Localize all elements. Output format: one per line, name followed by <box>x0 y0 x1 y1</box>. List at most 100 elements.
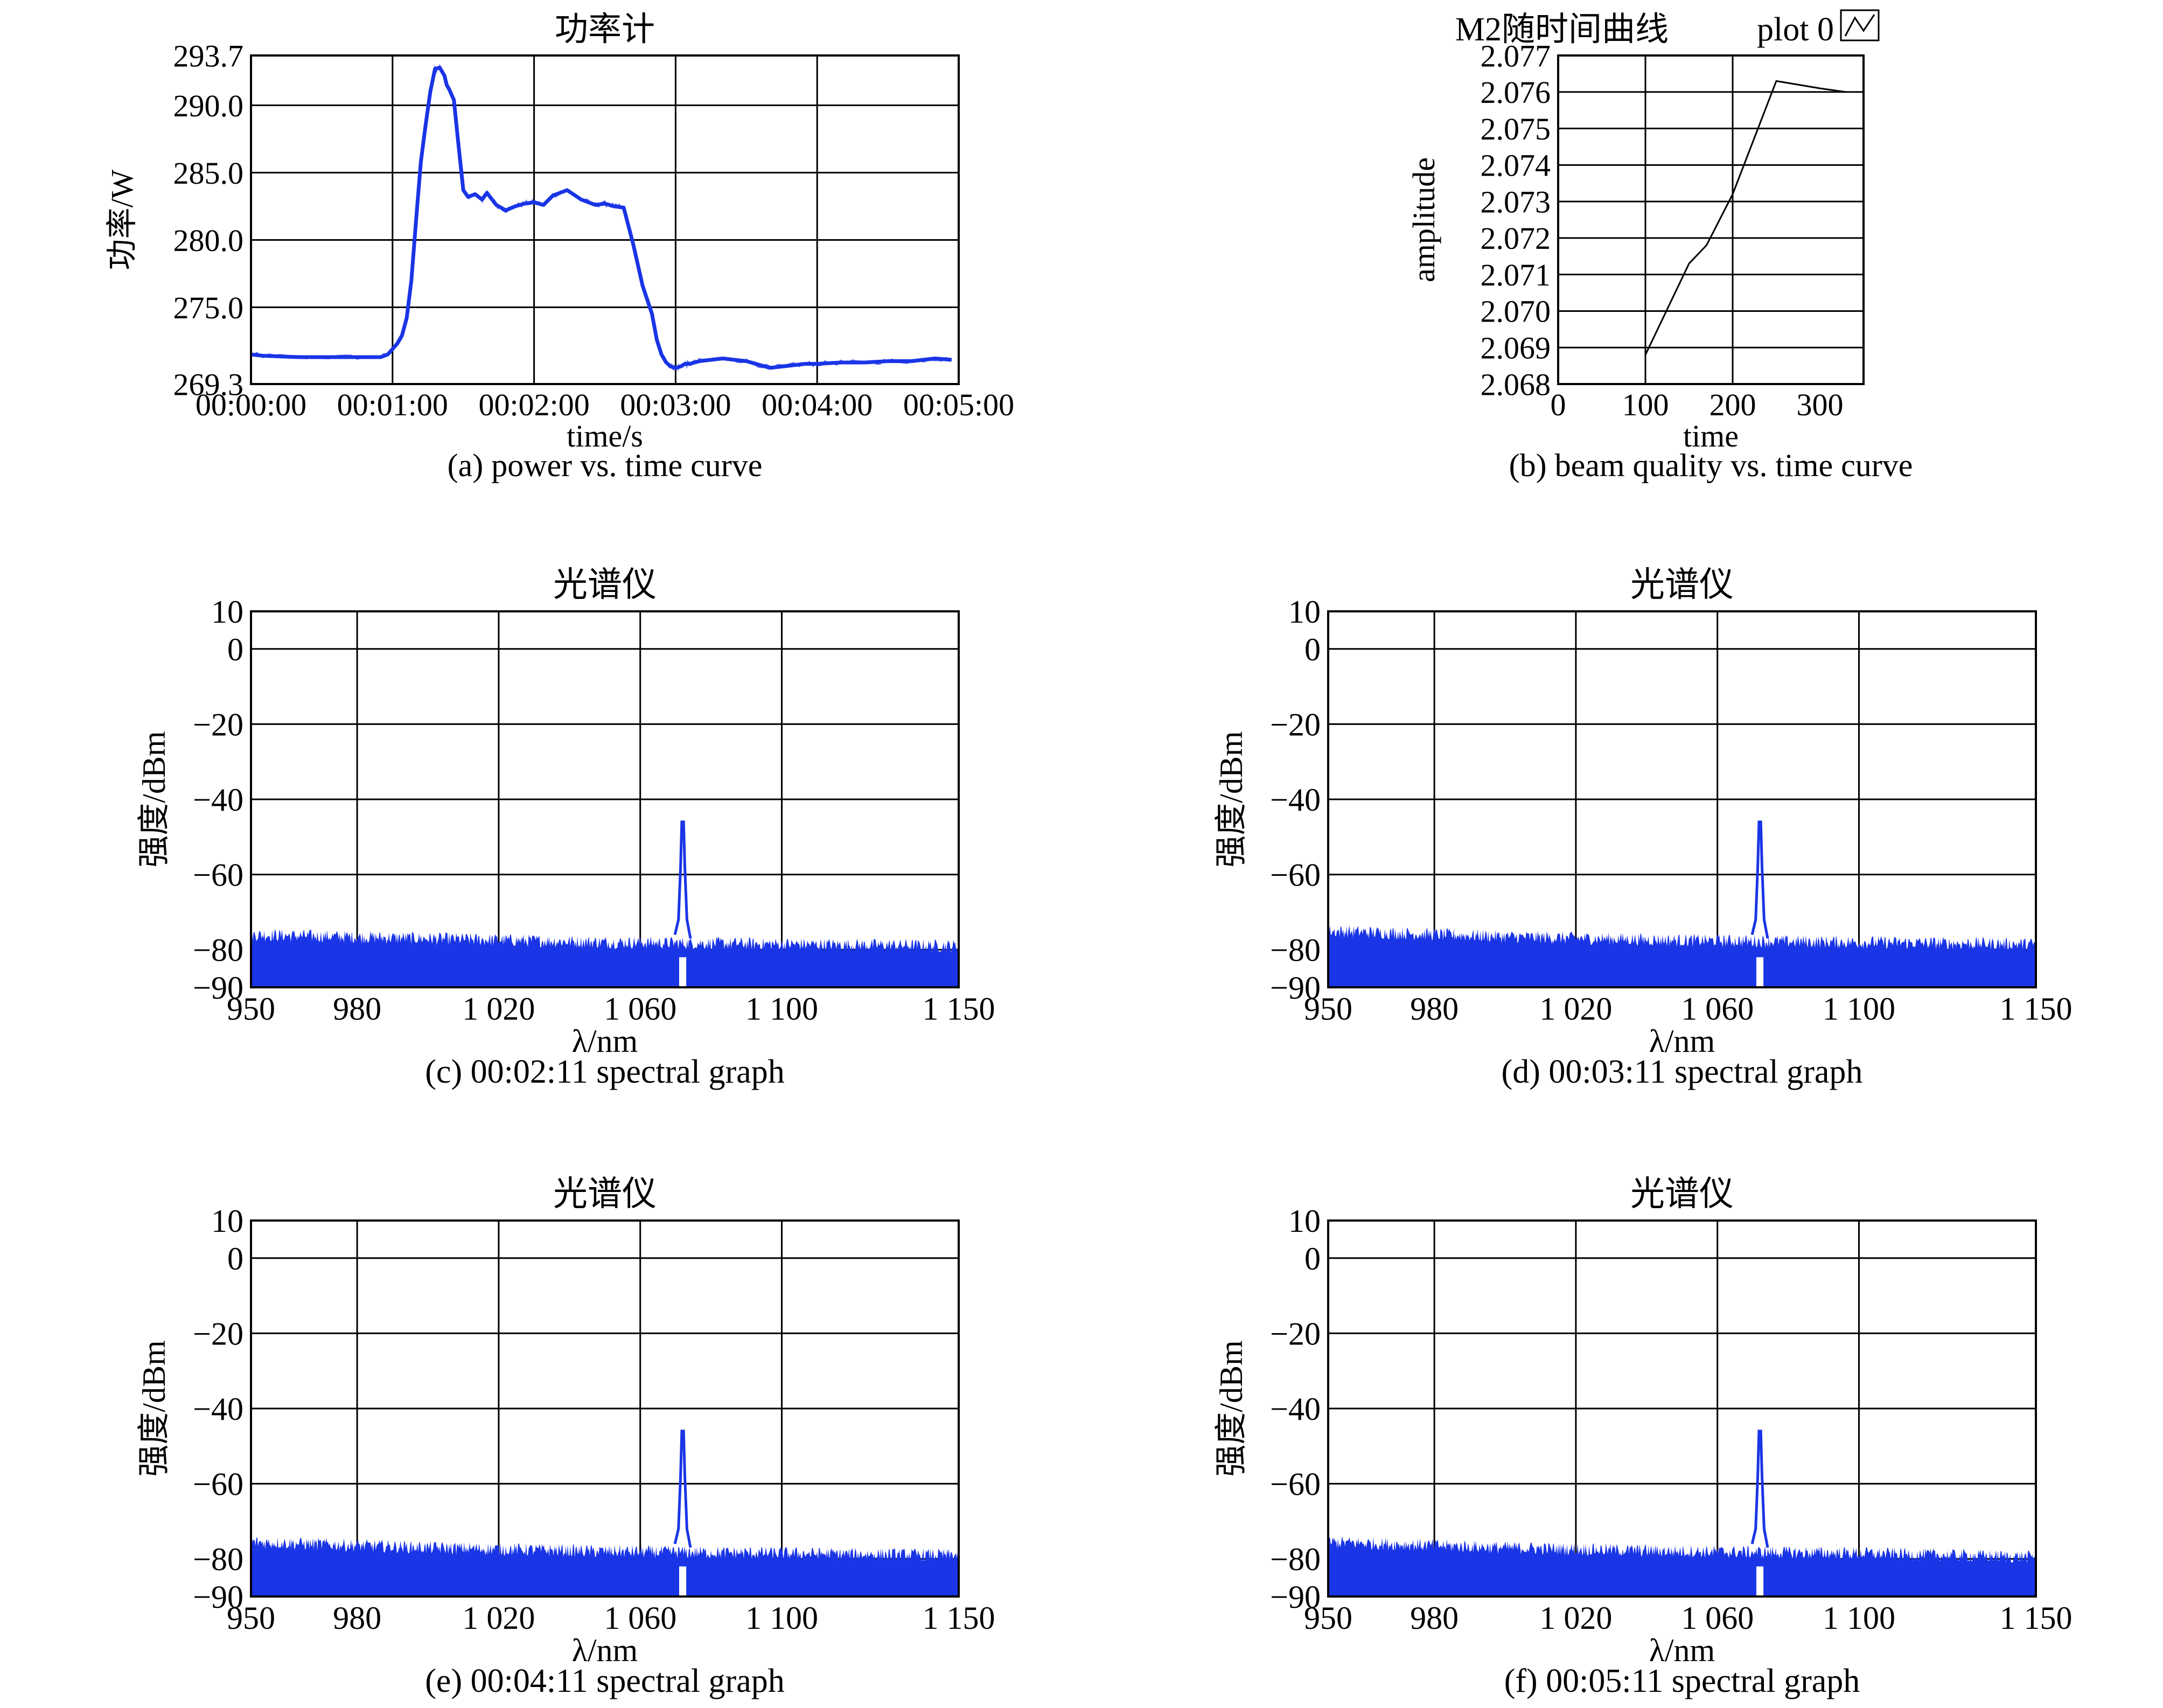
y-tick-label: 2.076 <box>1481 75 1551 110</box>
spectrum-peak <box>673 820 692 939</box>
y-tick-label: −20 <box>1270 1316 1321 1351</box>
y-tick-label: −80 <box>1270 1542 1321 1577</box>
chart-caption: (f) 00:05:11 spectral graph <box>1504 1663 1860 1699</box>
chart-e <box>250 1219 960 1598</box>
y-tick-label: −90 <box>193 970 243 1006</box>
y-tick-label: −20 <box>1270 707 1321 742</box>
y-tick-label: −90 <box>1270 1579 1321 1615</box>
chart-f <box>1327 1219 2037 1598</box>
y-tick-label: 0 <box>1304 632 1321 667</box>
x-tick-label: 980 <box>1410 991 1459 1027</box>
y-tick-label: 275.0 <box>173 290 244 325</box>
x-tick-label: 1 100 <box>745 1600 818 1636</box>
chart-b <box>1557 9 1880 385</box>
chart-caption: (a) power vs. time curve <box>448 448 763 483</box>
x-tick-label: 1 150 <box>2000 991 2073 1027</box>
y-tick-label: −20 <box>193 707 243 742</box>
spectrum-peak <box>1750 820 1769 939</box>
x-tick-label: 950 <box>1304 991 1352 1027</box>
plot-frame <box>1327 1219 2037 1598</box>
y-tick-label: 2.070 <box>1481 294 1551 329</box>
y-tick-label: −90 <box>1270 970 1321 1006</box>
y-tick-label: −80 <box>193 932 243 968</box>
y-tick-label: 2.068 <box>1481 367 1551 402</box>
y-axis-label: amplitude <box>1406 157 1441 282</box>
data-series-line <box>250 66 952 370</box>
y-tick-label: 2.077 <box>1481 38 1551 73</box>
x-tick-label: 1 020 <box>462 991 535 1027</box>
x-tick-label: 1 150 <box>923 1600 995 1636</box>
x-tick-label: 00:04:00 <box>762 387 873 422</box>
spectrum-noise-floor <box>251 929 959 987</box>
y-tick-label: 2.069 <box>1481 331 1551 366</box>
plot-frame <box>250 1219 960 1598</box>
x-tick-label: 1 020 <box>462 1600 535 1636</box>
chart-caption: (b) beam quality vs. time curve <box>1509 448 1913 483</box>
x-tick-label: 1 150 <box>2000 1600 2073 1636</box>
y-tick-label: 293.7 <box>173 38 244 73</box>
x-tick-label: 1 100 <box>1823 1600 1895 1636</box>
x-tick-label: 950 <box>1304 1600 1352 1636</box>
y-tick-label: 2.073 <box>1481 184 1551 219</box>
x-tick-label: 1 060 <box>1681 991 1754 1027</box>
y-tick-label: 10 <box>1288 1203 1321 1239</box>
y-tick-label: 280.0 <box>173 223 244 258</box>
x-tick-label: 00:00:00 <box>196 387 306 422</box>
y-tick-label: −80 <box>1270 932 1321 968</box>
plot-frame <box>1557 54 1865 385</box>
y-tick-label: −80 <box>193 1542 243 1577</box>
y-tick-label: 2.071 <box>1481 257 1551 292</box>
y-tick-label: −40 <box>1270 1391 1321 1427</box>
x-tick-label: 1 060 <box>604 991 676 1027</box>
y-tick-label: 0 <box>1304 1241 1321 1277</box>
plot-frame <box>250 54 960 385</box>
y-tick-label: 269.3 <box>173 367 244 402</box>
chart-caption: (c) 00:02:11 spectral graph <box>425 1054 784 1090</box>
chart-title: 功率计 <box>555 11 655 48</box>
y-tick-label: 285.0 <box>173 156 244 191</box>
data-series-line <box>1644 80 1846 355</box>
y-tick-label: 0 <box>227 1241 243 1277</box>
chart-title: 光谱仪 <box>1630 1175 1734 1213</box>
y-tick-label: 2.074 <box>1481 148 1551 183</box>
spectrum-peak-gap <box>679 1566 687 1597</box>
y-tick-label: 10 <box>211 594 243 630</box>
x-tick-label: 1 150 <box>923 991 995 1027</box>
x-tick-label: 00:03:00 <box>620 387 731 422</box>
y-tick-label: 2.075 <box>1481 111 1551 147</box>
plot-frame <box>1327 610 2037 988</box>
data-series-jitter <box>250 64 950 372</box>
y-tick-label: −60 <box>193 1467 243 1502</box>
chart-c <box>250 610 960 988</box>
legend-swatch-line-icon <box>1844 14 1875 37</box>
x-tick-label: 1 020 <box>1539 1600 1612 1636</box>
chart-title: 光谱仪 <box>553 566 657 604</box>
spectrum-peak <box>673 1430 692 1548</box>
x-axis-label: λ/nm <box>572 1023 638 1059</box>
x-tick-label: 00:01:00 <box>337 387 448 422</box>
x-tick-label: 1 100 <box>745 991 818 1027</box>
x-tick-label: 980 <box>333 991 381 1027</box>
y-tick-label: −20 <box>193 1316 243 1351</box>
x-axis-label: λ/nm <box>572 1633 638 1668</box>
spectrum-peak-gap <box>1756 957 1764 987</box>
spectrum-noise-floor <box>1328 925 2036 987</box>
y-tick-label: −60 <box>1270 1467 1321 1502</box>
y-axis-label: 功率/W <box>104 169 139 270</box>
y-axis-label: 强度/dBm <box>136 731 172 867</box>
y-tick-label: −60 <box>193 858 243 893</box>
x-tick-label: 980 <box>1410 1600 1459 1636</box>
y-tick-label: −40 <box>193 1391 243 1427</box>
spectrum-peak-gap <box>679 957 687 987</box>
y-tick-label: 10 <box>211 1203 243 1239</box>
spectrum-peak <box>1750 1430 1769 1548</box>
plot-frame <box>250 610 960 988</box>
x-tick-label: 1 060 <box>604 1600 676 1636</box>
x-tick-label: 100 <box>1622 387 1669 422</box>
chart-d <box>1327 610 2037 988</box>
x-tick-label: 200 <box>1710 387 1756 422</box>
y-tick-label: 10 <box>1288 594 1321 630</box>
chart-caption: (d) 00:03:11 spectral graph <box>1502 1054 1863 1090</box>
x-tick-label: 1 100 <box>1823 991 1895 1027</box>
